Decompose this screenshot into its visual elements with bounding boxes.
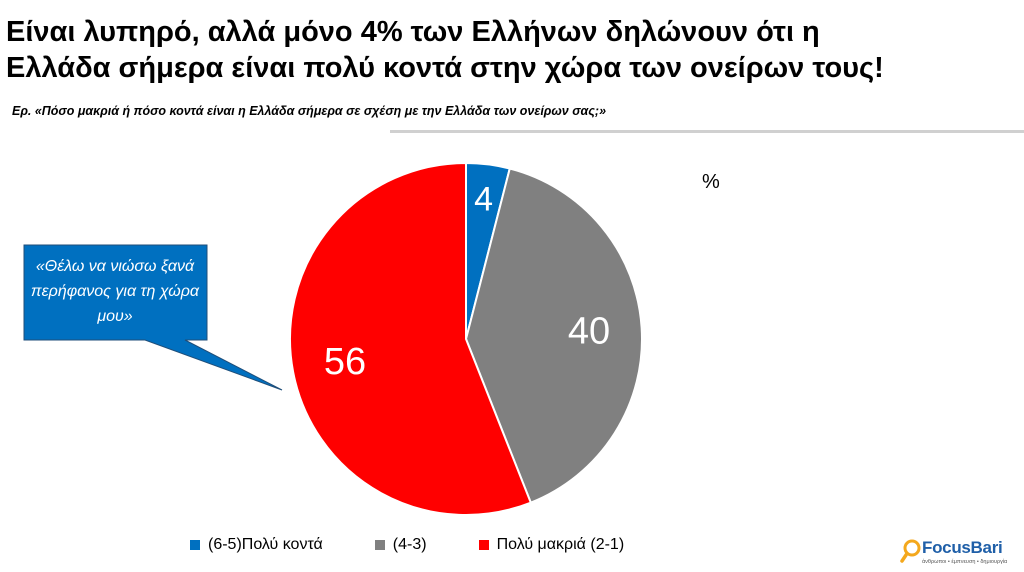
logo-brand: FocusBari (922, 538, 1003, 557)
legend-swatch (374, 540, 385, 550)
legend-item-very-far: Πολύ μακριά (2-1) (478, 536, 625, 554)
callout-box (23, 244, 283, 391)
title-line-2: Ελλάδα σήμερα είναι πολύ κοντά στην χώρα… (6, 52, 884, 84)
divider (390, 130, 1024, 133)
magnifier-icon (900, 539, 921, 563)
legend: (6-5)Πολύ κοντά (4-3) Πολύ μακριά (2-1) (190, 536, 624, 554)
logo-tagline: άνθρωποι • έμπνευση • δημιουργία (922, 559, 1008, 565)
focusbari-logo: FocusBari άνθρωποι • έμπνευση • δημιουργ… (900, 538, 1020, 570)
legend-label: (4-3) (392, 536, 427, 553)
title-line-1: Είναι λυπηρό, αλλά μόνο 4% των Ελλήνων δ… (6, 16, 820, 48)
slice-very-far (289, 161, 533, 516)
legend-label: (6-5)Πολύ κοντά (208, 536, 323, 553)
legend-swatch (190, 540, 200, 550)
callout-quote: «Θέλω να νιώσω ξανά περήφανος για τη χώρ… (30, 258, 200, 325)
slice-middle-label: 40 (568, 310, 610, 352)
slice-very-close-label: 4 (474, 180, 493, 218)
unit-label: % (702, 171, 720, 193)
legend-item-middle: (4-3) (374, 536, 427, 554)
legend-swatch (478, 540, 489, 550)
legend-label: Πολύ μακριά (2-1) (496, 536, 625, 553)
slice-very-far-label: 56 (324, 341, 366, 383)
slice-middle (464, 167, 643, 504)
survey-question: Ερ. «Πόσο μακριά ή πόσο κοντά είναι η Ελ… (12, 104, 607, 118)
legend-item-very-close: (6-5)Πολύ κοντά (190, 536, 323, 554)
page-title: Είναι λυπηρό, αλλά μόνο 4% των Ελλήνων δ… (6, 14, 1016, 86)
